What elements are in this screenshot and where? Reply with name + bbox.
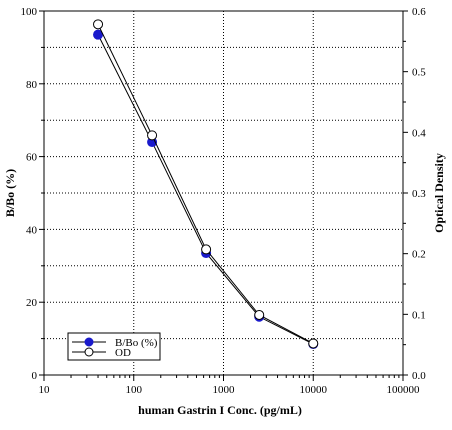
- legend-marker-series-1: [84, 337, 94, 347]
- y2-tick-label: 0.2: [412, 249, 426, 261]
- data-point-series-2: [201, 244, 212, 255]
- legend-label-series-2: OD: [115, 347, 131, 359]
- x-tick-label: 100000: [387, 384, 421, 396]
- grid: [44, 11, 403, 375]
- y2-tick-label: 0.1: [412, 309, 426, 321]
- y-tick-label: 80: [26, 79, 38, 91]
- series-line-1: [97, 34, 314, 345]
- legend-marker-series-2: [84, 347, 94, 357]
- y2-tick-label: 0.0: [412, 370, 426, 382]
- tick-labels: 10 100 1000 10000 100000 0 20 40 60 80 100 0.0 0.1 0.…: [21, 6, 427, 396]
- data-point-series-2: [93, 19, 104, 30]
- y-tick-label: 40: [26, 224, 38, 236]
- series-line-2: [97, 24, 314, 344]
- x-axis-title: human Gastrin I Conc. (pg/mL): [138, 403, 302, 417]
- x-tick-label: 10: [39, 384, 51, 396]
- y-tick-label: 20: [26, 297, 38, 309]
- y-tick-label: 0: [32, 370, 38, 382]
- x-tick-label: 10000: [300, 384, 328, 396]
- y-tick-label: 60: [26, 152, 38, 164]
- x-tick-label: 100: [126, 384, 143, 396]
- data-point-series-2: [308, 338, 319, 349]
- y2-tick-label: 0.5: [412, 67, 426, 79]
- legend-label-series-1: B/Bo (%): [115, 337, 158, 349]
- axis-ticks: [39, 10, 408, 381]
- y2-tick-label: 0.4: [412, 127, 426, 139]
- data-point-series-2: [254, 309, 265, 320]
- y2-tick-label: 0.6: [412, 6, 426, 18]
- x-tick-label: 1000: [213, 384, 236, 396]
- y-tick-label: 100: [21, 6, 38, 18]
- data-point-series-2: [147, 130, 158, 141]
- data-series: [93, 19, 319, 350]
- legend-box: [67, 332, 161, 361]
- y-axis-title: B/Bo (%): [3, 169, 17, 217]
- legend: B/Bo (%) OD: [67, 332, 161, 361]
- y2-tick-label: 0.3: [412, 188, 426, 200]
- y2-axis-title: Optical Density: [432, 153, 446, 233]
